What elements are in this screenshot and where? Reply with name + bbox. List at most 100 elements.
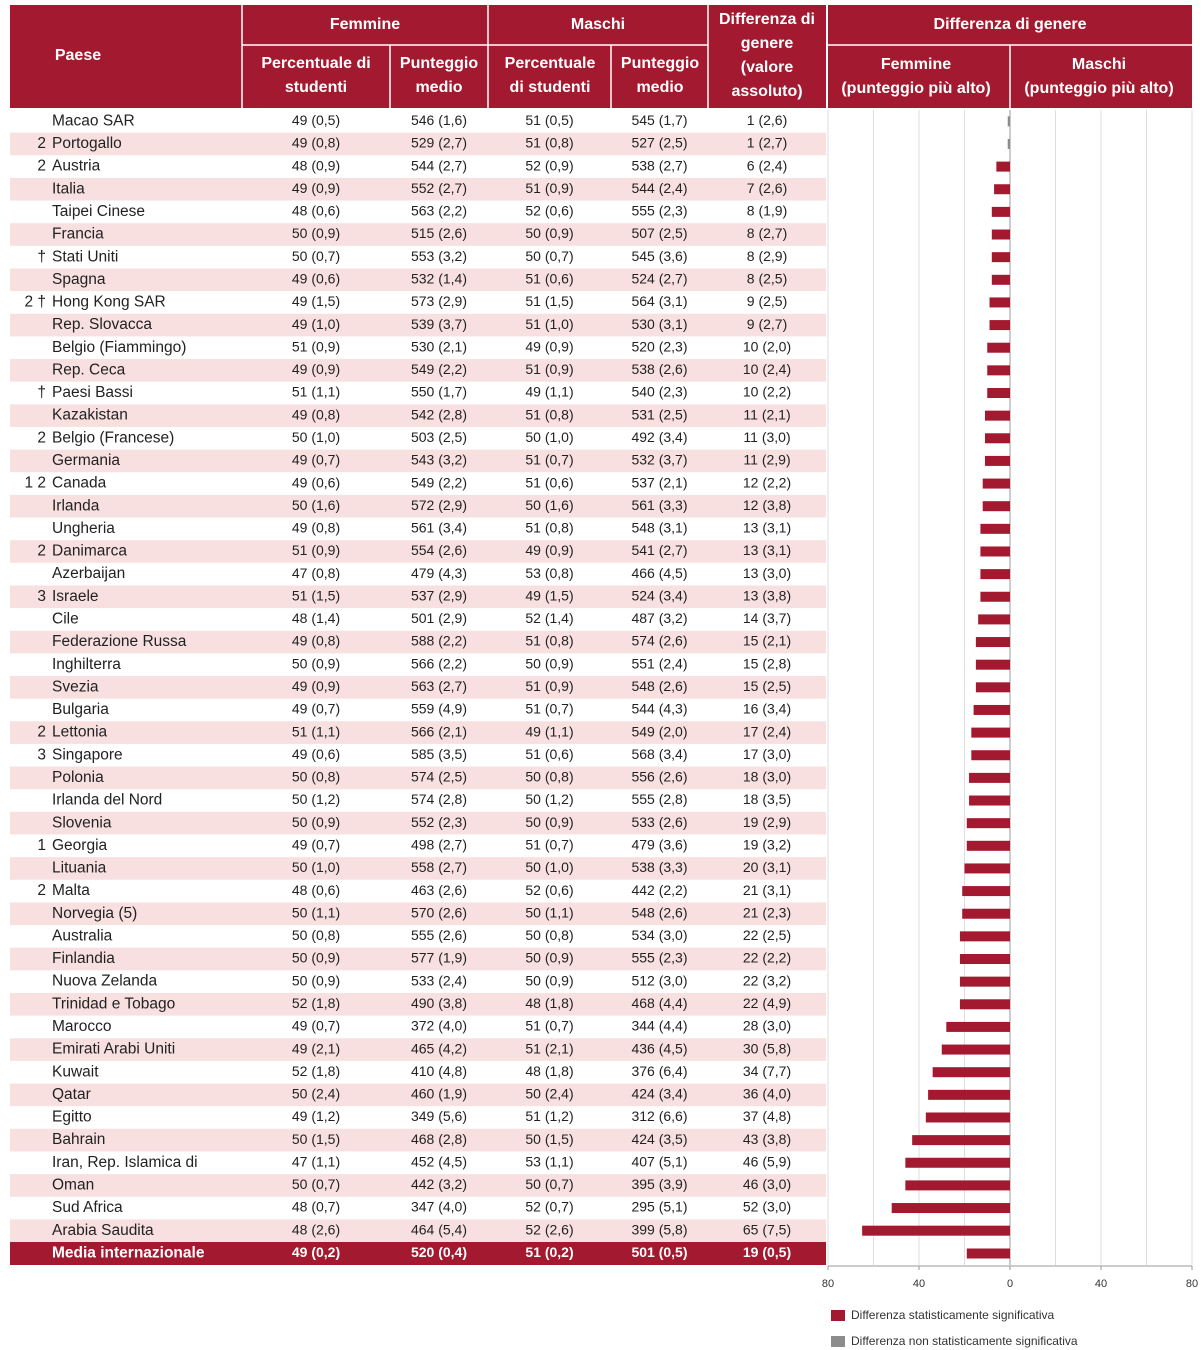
gender-difference: 22 (2,5) (743, 927, 791, 943)
footnote-marker: 2 (37, 882, 46, 899)
cell-value: 563 (2,2) (411, 203, 467, 219)
cell-value: 50 (1,6) (292, 497, 340, 513)
difference-bar (946, 1021, 1010, 1032)
cell-value: 538 (2,6) (631, 361, 687, 377)
cell-value: 48 (2,6) (292, 1221, 340, 1237)
cell-value: 574 (2,8) (411, 791, 467, 807)
cell-value: 49 (2,1) (292, 1040, 340, 1056)
gender-difference: 10 (2,0) (743, 338, 791, 354)
cell-value: 585 (3,5) (411, 746, 467, 762)
cell-value: 552 (2,7) (411, 180, 467, 196)
country-name: Francia (52, 226, 104, 243)
country-name: Belgio (Francese) (52, 429, 174, 446)
gender-difference: 9 (2,7) (747, 316, 787, 332)
cell-value: 51 (0,7) (525, 1018, 573, 1034)
country-name: Belgio (Fiammingo) (52, 339, 186, 356)
difference-bar (959, 931, 1010, 942)
difference-bar (959, 976, 1010, 987)
country-name: Finlandia (52, 950, 115, 967)
gender-difference: 9 (2,5) (747, 293, 787, 309)
cell-value: 544 (2,7) (411, 157, 467, 173)
gender-difference: 11 (2,1) (743, 406, 790, 422)
cell-value: 566 (2,2) (411, 655, 467, 671)
cell-value: 51 (1,5) (292, 587, 340, 603)
header-text: Femmine (330, 16, 400, 33)
difference-bar (987, 365, 1010, 376)
cell-value: 50 (0,9) (525, 225, 573, 241)
difference-bar (862, 1225, 1010, 1236)
cell-value: 49 (1,5) (292, 293, 340, 309)
cell-value: 572 (2,9) (411, 497, 467, 513)
country-name: Rep. Slovacca (52, 316, 152, 333)
cell-value: 520 (0,4) (411, 1244, 467, 1260)
country-name: Singapore (52, 746, 123, 763)
country-name: Portogallo (52, 135, 122, 152)
cell-value: 48 (1,8) (525, 1063, 573, 1079)
cell-value: 52 (0,9) (525, 157, 573, 173)
difference-bar (971, 750, 1010, 761)
cell-value: 424 (3,4) (631, 1086, 687, 1102)
difference-bar (969, 772, 1010, 783)
difference-bar (1007, 138, 1010, 149)
difference-bar (991, 229, 1010, 240)
cell-value: 51 (0,6) (525, 474, 573, 490)
row-stripe (10, 766, 826, 790)
cell-value: 49 (0,8) (292, 633, 340, 649)
cell-value: 407 (5,1) (631, 1153, 687, 1169)
header-text: Percentuale (505, 55, 596, 72)
cell-value: 543 (3,2) (411, 452, 467, 468)
cell-value: 548 (3,1) (631, 520, 687, 536)
gender-difference: 13 (3,0) (743, 565, 791, 581)
difference-bar (932, 1067, 1010, 1078)
difference-bar (971, 727, 1010, 738)
cell-value: 50 (1,5) (292, 1131, 340, 1147)
cell-value: 538 (3,3) (631, 859, 687, 875)
difference-bar (975, 682, 1010, 693)
country-name: Svezia (52, 678, 99, 695)
cell-value: 51 (0,9) (525, 361, 573, 377)
difference-bar (980, 546, 1010, 557)
cell-value: 554 (2,6) (411, 542, 467, 558)
gender-difference: 13 (3,1) (743, 520, 791, 536)
cell-value: 52 (0,6) (525, 203, 573, 219)
header-text: Punteggio (400, 55, 478, 72)
row-stripe (10, 313, 826, 337)
header-text: Differenza di genere (934, 16, 1087, 33)
cell-value: 545 (3,6) (631, 248, 687, 264)
country-name: Rep. Ceca (52, 361, 126, 378)
gender-difference: 10 (2,2) (743, 384, 791, 400)
cell-value: 466 (4,5) (631, 565, 687, 581)
difference-bar (996, 161, 1010, 172)
difference-bar (966, 818, 1010, 829)
cell-value: 548 (2,6) (631, 678, 687, 694)
country-name: Austria (52, 158, 101, 175)
cell-value: 49 (0,7) (292, 837, 340, 853)
difference-bar (905, 1157, 1010, 1168)
cell-value: 50 (0,7) (525, 1176, 573, 1192)
cell-value: 52 (1,8) (292, 1063, 340, 1079)
difference-bar (978, 614, 1010, 625)
header-text: Maschi (1072, 56, 1126, 73)
header-text: (punteggio più alto) (841, 80, 990, 97)
difference-bar (984, 455, 1010, 466)
cell-value: 49 (0,9) (525, 542, 573, 558)
cell-value: 501 (0,5) (631, 1244, 687, 1260)
cell-value: 549 (2,2) (411, 474, 467, 490)
x-tick-label: 40 (913, 1278, 925, 1290)
cell-value: 48 (1,4) (292, 610, 340, 626)
cell-value: 50 (0,9) (525, 814, 573, 830)
header-text: genere (741, 35, 794, 52)
country-name: Media internazionale (52, 1245, 205, 1262)
gender-difference: 8 (1,9) (747, 203, 787, 219)
gender-difference: 19 (0,5) (743, 1244, 791, 1260)
cell-value: 574 (2,5) (411, 769, 467, 785)
gender-difference: 52 (3,0) (743, 1199, 791, 1215)
cell-value: 49 (1,1) (525, 384, 573, 400)
cell-value: 410 (4,8) (411, 1063, 467, 1079)
cell-value: 442 (2,2) (631, 882, 687, 898)
difference-bar (928, 1089, 1010, 1100)
difference-bar (969, 795, 1010, 806)
gender-difference: 8 (2,5) (747, 271, 787, 287)
country-name: Norvegia (5) (52, 905, 137, 922)
row-stripe (10, 1174, 826, 1197)
